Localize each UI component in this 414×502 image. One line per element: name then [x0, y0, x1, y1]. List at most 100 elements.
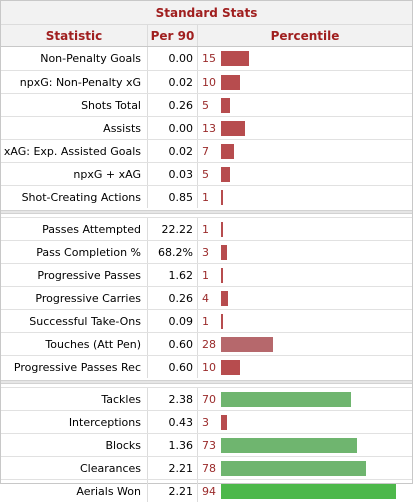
percentile-cell: 13 — [198, 117, 412, 139]
header-percentile[interactable]: Percentile — [270, 28, 340, 43]
percentile-value: 70 — [202, 392, 216, 406]
table-row: Aerials Won 2.21 94 — [1, 479, 412, 502]
stat-name: Successful Take-Ons — [1, 310, 148, 332]
percentile-cell: 15 — [198, 47, 412, 70]
percentile-value: 5 — [202, 167, 209, 181]
percentile-value: 3 — [202, 415, 209, 429]
stat-name: Tackles — [1, 388, 148, 410]
table-title: Standard Stats — [1, 1, 412, 25]
per90-value: 0.26 — [148, 94, 198, 116]
stat-name: Pass Completion % — [1, 241, 148, 263]
table-row: Progressive Passes Rec 0.60 10 — [1, 355, 412, 378]
percentile-bar — [221, 190, 223, 205]
stat-name: xAG: Exp. Assisted Goals — [1, 140, 148, 162]
percentile-bar — [221, 461, 366, 476]
percentile-value: 78 — [202, 461, 216, 475]
percentile-value: 1 — [202, 314, 209, 328]
stat-name: Progressive Passes Rec — [1, 356, 148, 378]
percentile-value: 13 — [202, 121, 216, 135]
percentile-bar — [221, 268, 223, 283]
per90-value: 1.62 — [148, 264, 198, 286]
table-row: Shot-Creating Actions 0.85 1 — [1, 185, 412, 208]
percentile-bar — [221, 144, 234, 159]
percentile-bar — [221, 167, 230, 182]
per90-value: 0.60 — [148, 333, 198, 355]
percentile-bar — [221, 75, 240, 90]
stat-name: Blocks — [1, 434, 148, 456]
table-row: Passes Attempted 22.22 1 — [1, 217, 412, 240]
percentile-value: 15 — [202, 52, 216, 65]
percentile-value: 94 — [202, 484, 216, 498]
percentile-bar — [221, 337, 273, 352]
percentile-value: 10 — [202, 360, 216, 374]
table-row: Successful Take-Ons 0.09 1 — [1, 309, 412, 332]
percentile-bar — [221, 392, 351, 407]
percentile-cell: 1 — [198, 218, 412, 240]
percentile-cell: 3 — [198, 241, 412, 263]
percentile-value: 4 — [202, 291, 209, 305]
table-row: xAG: Exp. Assisted Goals 0.02 7 — [1, 139, 412, 162]
per90-value: 1.36 — [148, 434, 198, 456]
header-statistic[interactable]: Statistic — [1, 25, 148, 46]
table-row: npxG + xAG 0.03 5 — [1, 162, 412, 185]
percentile-value: 7 — [202, 144, 209, 158]
table-row: Assists 0.00 13 — [1, 116, 412, 139]
per90-value: 0.00 — [148, 117, 198, 139]
per90-value: 0.02 — [148, 140, 198, 162]
percentile-cell: 7 — [198, 140, 412, 162]
percentile-bar — [221, 51, 249, 66]
percentile-bar — [221, 415, 227, 430]
per90-value: 68.2% — [148, 241, 198, 263]
stat-name: Passes Attempted — [1, 218, 148, 240]
percentile-cell: 3 — [198, 411, 412, 433]
percentile-value: 28 — [202, 337, 216, 351]
percentile-cell: 1 — [198, 264, 412, 286]
stat-name: Shot-Creating Actions — [1, 186, 148, 208]
stat-name: Clearances — [1, 457, 148, 479]
percentile-bar — [221, 314, 223, 329]
header-per90[interactable]: Per 90 — [148, 25, 198, 46]
percentile-value: 1 — [202, 268, 209, 282]
group-separator — [1, 380, 412, 384]
percentile-bar — [221, 222, 223, 237]
percentile-value: 1 — [202, 190, 209, 204]
per90-value: 0.26 — [148, 287, 198, 309]
per90-value: 0.00 — [148, 47, 198, 70]
per90-value: 0.09 — [148, 310, 198, 332]
table-row: Touches (Att Pen) 0.60 28 — [1, 332, 412, 355]
percentile-cell: 28 — [198, 333, 412, 355]
table-row: Shots Total 0.26 5 — [1, 93, 412, 116]
percentile-value: 3 — [202, 245, 209, 259]
percentile-cell: 5 — [198, 163, 412, 185]
per90-value: 2.21 — [148, 480, 198, 502]
stat-name: Touches (Att Pen) — [1, 333, 148, 355]
per90-value: 2.38 — [148, 388, 198, 410]
stat-name: Non-Penalty Goals — [1, 47, 148, 70]
percentile-value: 73 — [202, 438, 216, 452]
percentile-cell: 1 — [198, 310, 412, 332]
percentile-bar — [221, 360, 240, 375]
percentile-bar — [221, 98, 230, 113]
percentile-bar — [221, 484, 396, 499]
percentile-bar — [221, 121, 245, 136]
table-row: npxG: Non-Penalty xG 0.02 10 — [1, 70, 412, 93]
table-row: Clearances 2.21 78 — [1, 456, 412, 479]
percentile-cell: 1 — [198, 186, 412, 208]
per90-value: 22.22 — [148, 218, 198, 240]
per90-value: 0.85 — [148, 186, 198, 208]
table-row: Interceptions 0.43 3 — [1, 410, 412, 433]
group-separator — [1, 210, 412, 214]
percentile-cell: 73 — [198, 434, 412, 456]
stat-name: Shots Total — [1, 94, 148, 116]
percentile-cell: 10 — [198, 356, 412, 378]
table-row: Non-Penalty Goals 0.00 15 — [1, 47, 412, 70]
stat-name: npxG: Non-Penalty xG — [1, 71, 148, 93]
percentile-cell: 4 — [198, 287, 412, 309]
table-row: Progressive Passes 1.62 1 — [1, 263, 412, 286]
stat-name: npxG + xAG — [1, 163, 148, 185]
stat-name: Aerials Won — [1, 480, 148, 502]
percentile-bar — [221, 245, 227, 260]
table-row: Blocks 1.36 73 — [1, 433, 412, 456]
stat-name: Interceptions — [1, 411, 148, 433]
